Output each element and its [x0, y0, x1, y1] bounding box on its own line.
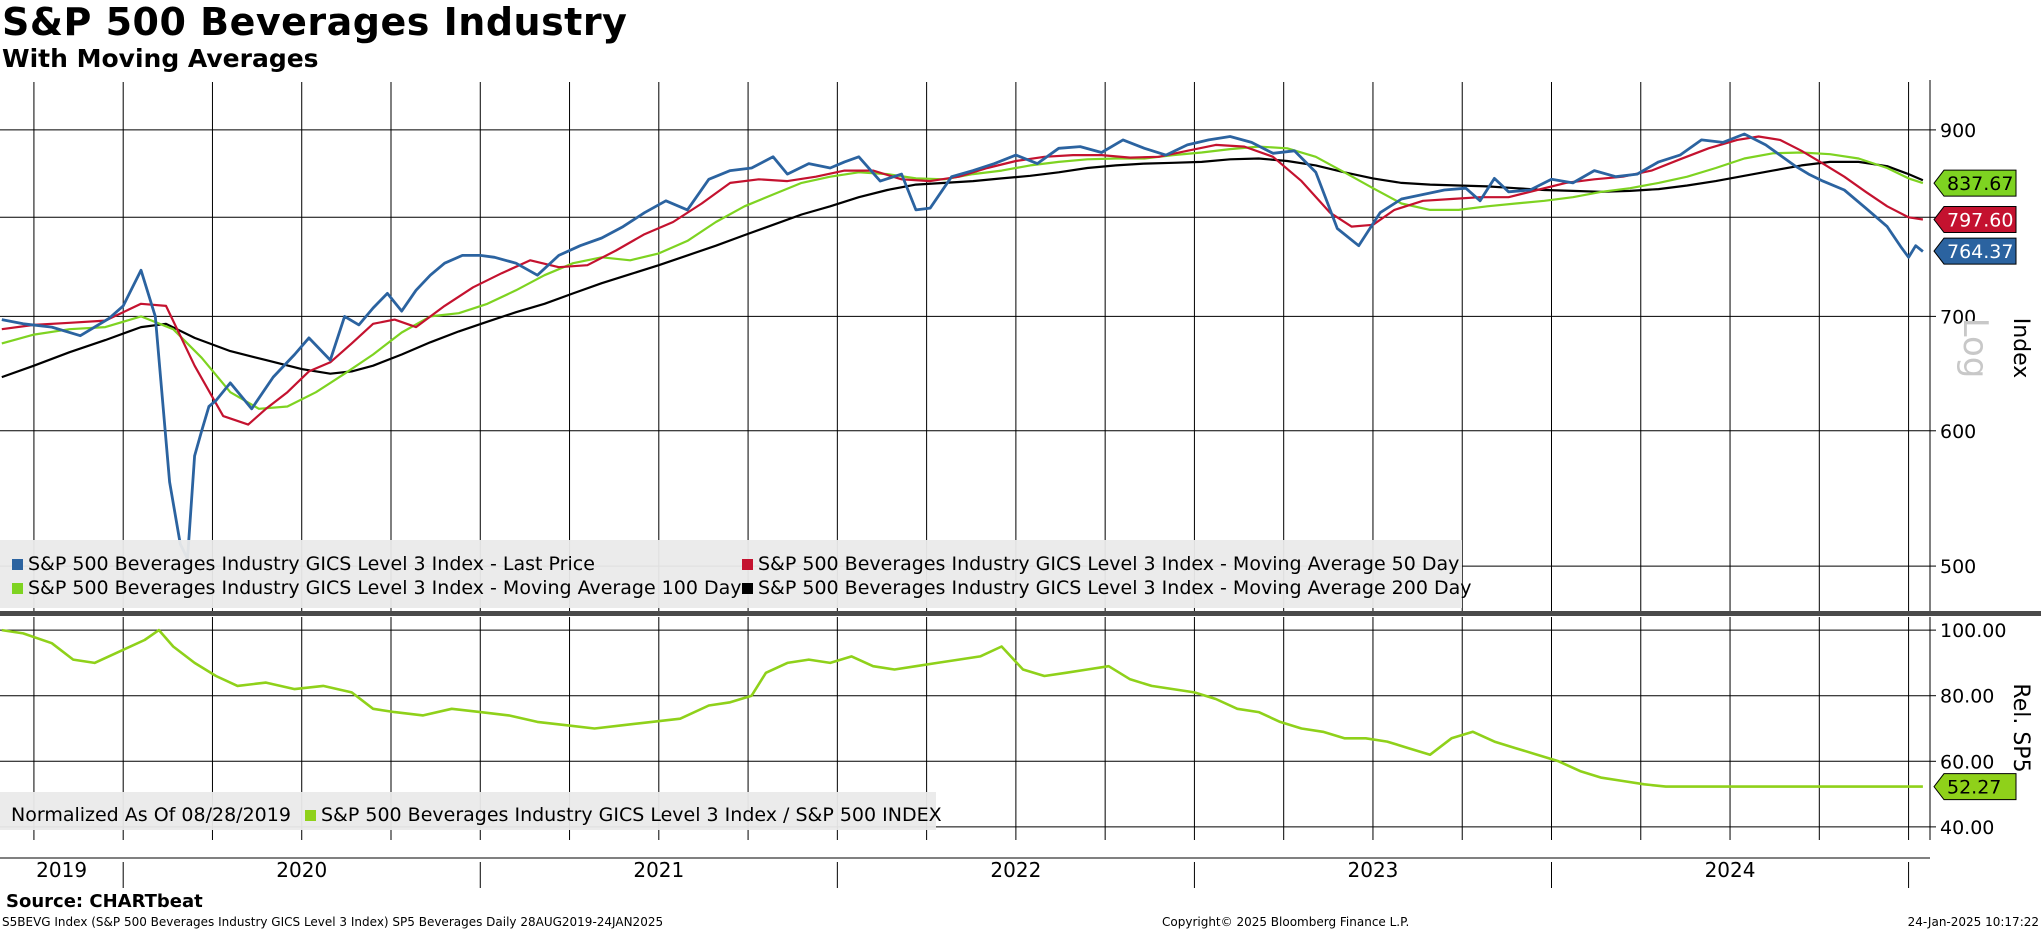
legend-swatch-ma50 — [742, 558, 753, 570]
last-value-last-price-tag — [1933, 237, 2017, 265]
legend-item-ma50: S&P 500 Beverages Industry GICS Level 3 … — [742, 553, 1459, 575]
log-scale-label: Log — [1955, 318, 1995, 379]
legend-swatch-relative — [305, 809, 316, 821]
x-tick-label-year: 2021 — [633, 858, 684, 882]
legend-label-relative: S&P 500 Beverages Industry GICS Level 3 … — [321, 804, 942, 826]
legend-upper: S&P 500 Beverages Industry GICS Level 3 … — [0, 540, 1472, 608]
legend-item-relative: S&P 500 Beverages Industry GICS Level 3 … — [305, 804, 942, 826]
chart-title: S&P 500 Beverages Industry — [2, 0, 628, 44]
last-value-ma100-value: 837.67 — [1947, 173, 2013, 195]
footer-ticker-note: S5BEVG Index (S&P 500 Beverages Industry… — [2, 915, 664, 929]
series-line-ma50 — [1, 135, 1924, 426]
y-tick-label-upper: 500 — [1940, 556, 1976, 578]
footer-copyright: Copyright© 2025 Bloomberg Finance L.P. — [1162, 915, 1410, 929]
legend-swatch-last-price — [12, 558, 23, 570]
last-value-relative-value: 52.27 — [1947, 777, 2001, 799]
y-tick-label-lower: 40.00 — [1940, 817, 1994, 839]
legend-label-normalized: Normalized As Of 08/28/2019 — [11, 804, 291, 826]
last-value-last-price-value: 764.37 — [1947, 241, 2013, 263]
last-value-ma50-tag — [1933, 206, 2017, 234]
legend-label-ma100: S&P 500 Beverages Industry GICS Level 3 … — [28, 577, 742, 599]
y-tick-label-lower: 100.00 — [1940, 620, 2006, 642]
y-tick-label-upper: 600 — [1940, 421, 1976, 443]
x-tick-label-year: 2020 — [276, 858, 327, 882]
x-tick-label-year: 2019 — [36, 858, 87, 882]
legend-label-ma200: S&P 500 Beverages Industry GICS Level 3 … — [758, 577, 1472, 599]
y-tick-label-lower: 80.00 — [1940, 686, 1994, 708]
y-tick-label-lower: 60.00 — [1940, 751, 1994, 773]
y-tick-label-upper: 700 — [1940, 306, 1976, 328]
legend-item-ma200: S&P 500 Beverages Industry GICS Level 3 … — [742, 577, 1472, 599]
last-value-ma50-value: 797.60 — [1947, 210, 2013, 232]
legend-lower: Normalized As Of 08/28/2019 S&P 500 Beve… — [0, 792, 942, 830]
source-note: Source: CHARTbeat — [6, 891, 203, 912]
series-line-last-price — [1, 132, 1924, 561]
series-line-ma100 — [1, 145, 1924, 410]
legend-label-last-price: S&P 500 Beverages Industry GICS Level 3 … — [28, 553, 595, 575]
last-value-relative-tag — [1933, 773, 2017, 801]
x-tick-label-year: 2022 — [990, 858, 1041, 882]
panel-separator — [0, 611, 2041, 616]
legend-item-ma100: S&P 500 Beverages Industry GICS Level 3 … — [12, 577, 742, 599]
footer-timestamp: 24-Jan-2025 10:17:22 — [1907, 915, 2039, 929]
x-tick-label-year: 2024 — [1705, 858, 1756, 882]
x-tick-label-year: 2023 — [1348, 858, 1399, 882]
y-axis-title-upper: Index — [2008, 318, 2033, 379]
legend-swatch-ma100 — [12, 582, 23, 594]
y-axis-title-lower: Rel. SP5 — [2008, 683, 2033, 772]
legend-label-ma50: S&P 500 Beverages Industry GICS Level 3 … — [758, 553, 1460, 575]
last-value-ma100-tag — [1933, 169, 2017, 197]
legend-item-last-price: S&P 500 Beverages Industry GICS Level 3 … — [12, 553, 595, 575]
series-line-ma200 — [1, 157, 1924, 379]
chart-subtitle: With Moving Averages — [2, 44, 319, 73]
legend-item-normalized: Normalized As Of 08/28/2019 — [11, 804, 291, 826]
y-tick-label-upper: 900 — [1940, 120, 1976, 142]
legend-swatch-ma200 — [742, 582, 753, 594]
series-line-relative — [1, 628, 1923, 788]
